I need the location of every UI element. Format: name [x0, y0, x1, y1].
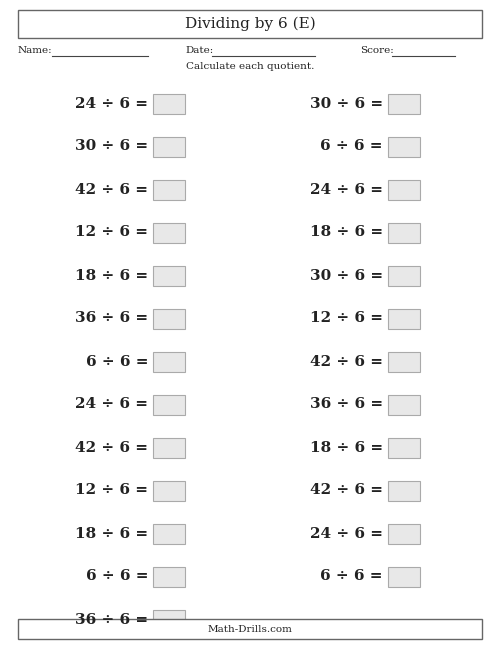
Text: 30 ÷ 6 =: 30 ÷ 6 = — [310, 269, 383, 283]
Bar — [153, 609, 185, 630]
Bar — [153, 395, 185, 415]
Bar — [153, 265, 185, 285]
Text: 42 ÷ 6 =: 42 ÷ 6 = — [75, 182, 148, 197]
Bar — [388, 437, 420, 457]
Text: 24 ÷ 6 =: 24 ÷ 6 = — [75, 96, 148, 111]
Text: Dividing by 6 (E): Dividing by 6 (E) — [184, 17, 316, 31]
Bar — [388, 395, 420, 415]
Bar — [153, 94, 185, 113]
Text: 24 ÷ 6 =: 24 ÷ 6 = — [75, 397, 148, 411]
Bar — [153, 481, 185, 501]
Text: 6 ÷ 6 =: 6 ÷ 6 = — [86, 569, 148, 584]
Text: Name:: Name: — [18, 46, 52, 55]
Text: 18 ÷ 6 =: 18 ÷ 6 = — [75, 269, 148, 283]
Bar — [153, 567, 185, 586]
Text: 12 ÷ 6 =: 12 ÷ 6 = — [75, 226, 148, 239]
Bar — [153, 179, 185, 199]
Text: 24 ÷ 6 =: 24 ÷ 6 = — [310, 527, 383, 540]
Text: 36 ÷ 6 =: 36 ÷ 6 = — [75, 613, 148, 626]
Text: 18 ÷ 6 =: 18 ÷ 6 = — [75, 527, 148, 540]
Text: 6 ÷ 6 =: 6 ÷ 6 = — [320, 569, 383, 584]
Bar — [153, 351, 185, 371]
Bar — [388, 223, 420, 243]
Text: 36 ÷ 6 =: 36 ÷ 6 = — [310, 397, 383, 411]
Bar — [388, 567, 420, 586]
Bar — [388, 481, 420, 501]
Text: 6 ÷ 6 =: 6 ÷ 6 = — [86, 355, 148, 369]
Text: 24 ÷ 6 =: 24 ÷ 6 = — [310, 182, 383, 197]
Text: Calculate each quotient.: Calculate each quotient. — [186, 62, 314, 71]
Text: 42 ÷ 6 =: 42 ÷ 6 = — [310, 355, 383, 369]
Bar — [388, 523, 420, 543]
Text: 18 ÷ 6 =: 18 ÷ 6 = — [310, 441, 383, 454]
Bar — [153, 137, 185, 157]
Bar — [388, 179, 420, 199]
Text: 42 ÷ 6 =: 42 ÷ 6 = — [75, 441, 148, 454]
Bar — [153, 223, 185, 243]
Text: 30 ÷ 6 =: 30 ÷ 6 = — [75, 140, 148, 153]
Text: Score:: Score: — [360, 46, 394, 55]
Text: 36 ÷ 6 =: 36 ÷ 6 = — [75, 311, 148, 325]
Bar — [388, 94, 420, 113]
Bar — [18, 10, 482, 38]
Bar — [153, 437, 185, 457]
Text: 30 ÷ 6 =: 30 ÷ 6 = — [310, 96, 383, 111]
Text: 42 ÷ 6 =: 42 ÷ 6 = — [310, 483, 383, 498]
Bar — [388, 137, 420, 157]
Text: 12 ÷ 6 =: 12 ÷ 6 = — [310, 311, 383, 325]
Bar — [18, 619, 482, 639]
Bar — [388, 351, 420, 371]
Bar — [388, 265, 420, 285]
Bar — [153, 309, 185, 329]
Bar — [388, 309, 420, 329]
Text: 18 ÷ 6 =: 18 ÷ 6 = — [310, 226, 383, 239]
Text: Math-Drills.com: Math-Drills.com — [208, 624, 292, 633]
Text: Date:: Date: — [185, 46, 213, 55]
Bar — [153, 523, 185, 543]
Text: 12 ÷ 6 =: 12 ÷ 6 = — [75, 483, 148, 498]
Text: 6 ÷ 6 =: 6 ÷ 6 = — [320, 140, 383, 153]
